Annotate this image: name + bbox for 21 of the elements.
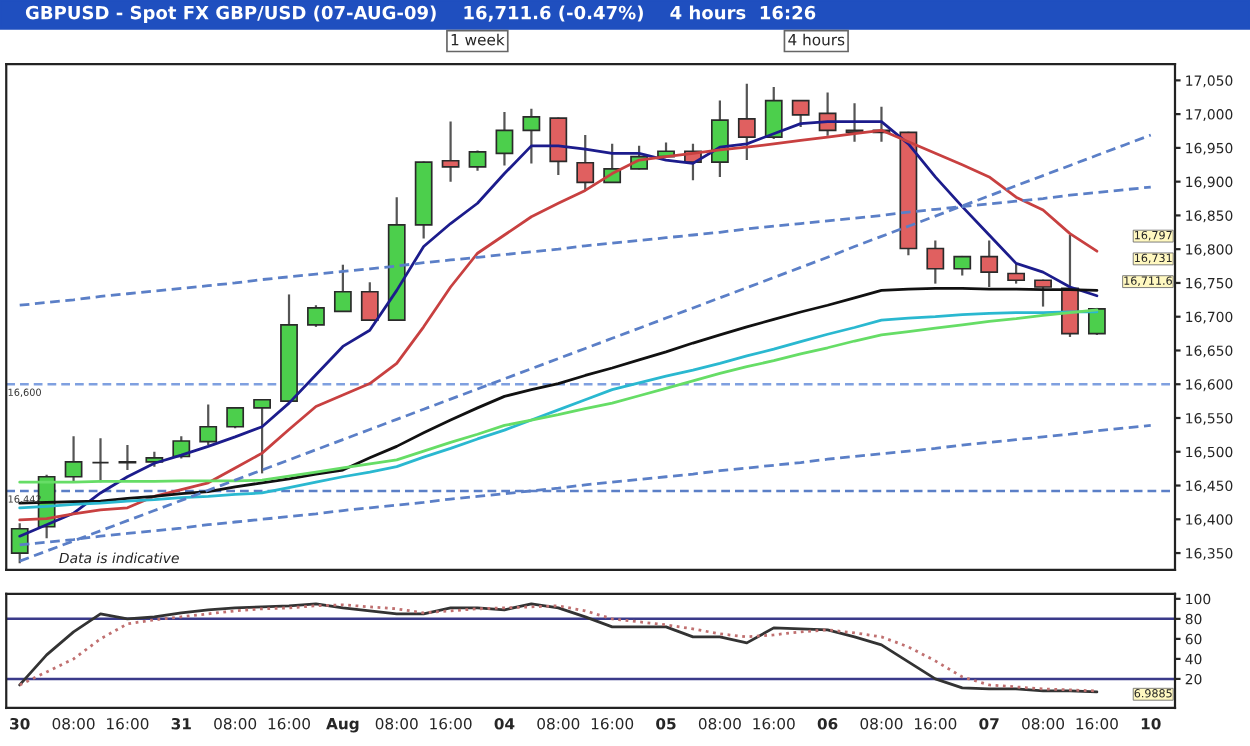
candlestick: [1007, 262, 1026, 285]
chart-title: GBPUSD - Spot FX GBP/USD (07-AUG-09) 16,711.6 (-0.47%) 4 hours 16:26: [25, 5, 816, 23]
candlestick: [791, 98, 810, 129]
candlestick: [360, 281, 379, 322]
candlestick: [253, 397, 271, 475]
candlestick: [576, 133, 595, 192]
candlestick: [91, 437, 110, 484]
candlestick: [307, 304, 325, 328]
candlestick: [495, 110, 514, 167]
candlestick: [926, 239, 945, 285]
candlestick: [980, 239, 999, 289]
candlestick: [1034, 278, 1052, 308]
candlestick: [522, 107, 541, 165]
candlestick: [737, 82, 756, 162]
candlestick: [549, 116, 568, 177]
candlestick: [441, 120, 460, 183]
candlestick: [333, 263, 352, 314]
candlestick: [199, 403, 218, 447]
candlestick: [64, 435, 83, 483]
candlestick: [710, 99, 729, 179]
candlestick: [764, 86, 783, 141]
